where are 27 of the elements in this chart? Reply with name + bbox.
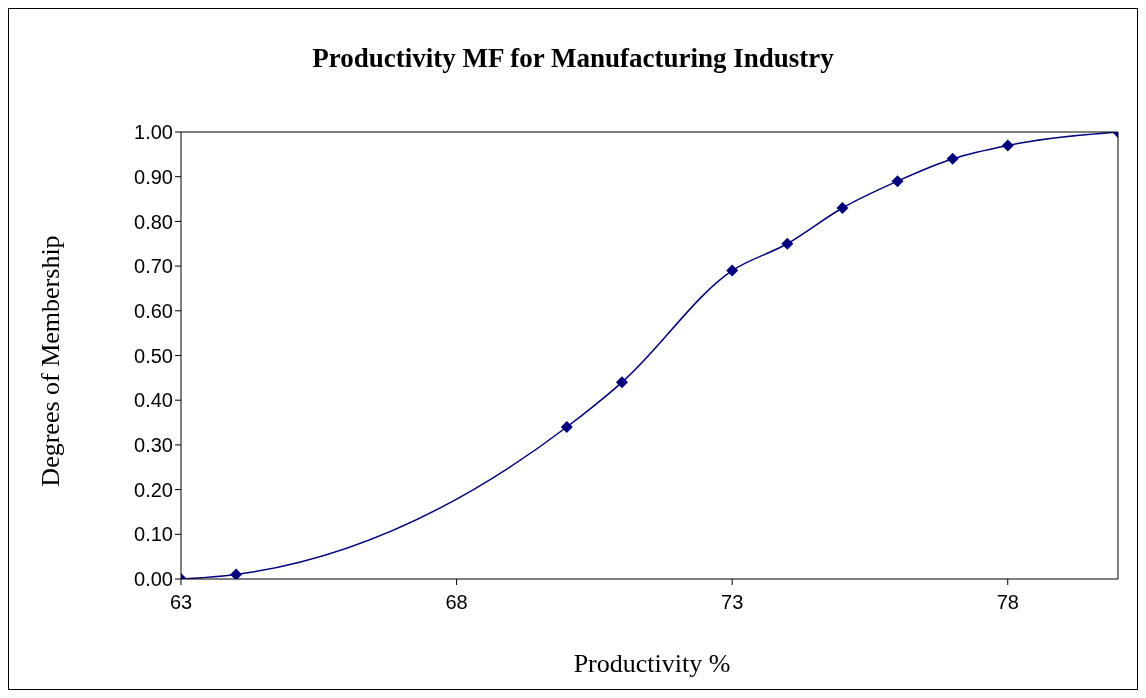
y-axis-title: Degrees of Membership [36, 235, 66, 487]
point [560, 421, 573, 434]
point [1001, 139, 1014, 152]
x-tick-label: 73 [721, 591, 744, 614]
x-tick-label: 63 [169, 591, 193, 614]
y-tick-label: 0.70 [134, 255, 173, 278]
y-tick-label: 0.80 [134, 210, 173, 233]
point [946, 152, 959, 165]
y-tick-label: 0.50 [134, 344, 173, 367]
y-tick-label: 0.10 [134, 523, 173, 546]
point [230, 568, 243, 579]
point [615, 376, 628, 389]
y-tick-label: 0.40 [134, 389, 173, 412]
y-tick-label: 0.90 [134, 165, 173, 188]
point [891, 175, 904, 188]
x-axis-title: Productivity % [572, 649, 732, 679]
y-tick-label: 0.30 [134, 434, 173, 456]
point [836, 201, 849, 214]
x-tick-label: 68 [445, 591, 468, 614]
point [726, 264, 739, 277]
chart-title: Productivity MF for Manufacturing Industry [311, 43, 835, 74]
x-tick-label: 78 [996, 591, 1019, 614]
y-tick-label: 1.00 [134, 121, 173, 144]
point [781, 237, 794, 250]
y-tick-label: 0.00 [134, 568, 173, 591]
y-tick-label: 0.20 [134, 478, 173, 501]
y-tick-label: 0.60 [134, 299, 173, 322]
